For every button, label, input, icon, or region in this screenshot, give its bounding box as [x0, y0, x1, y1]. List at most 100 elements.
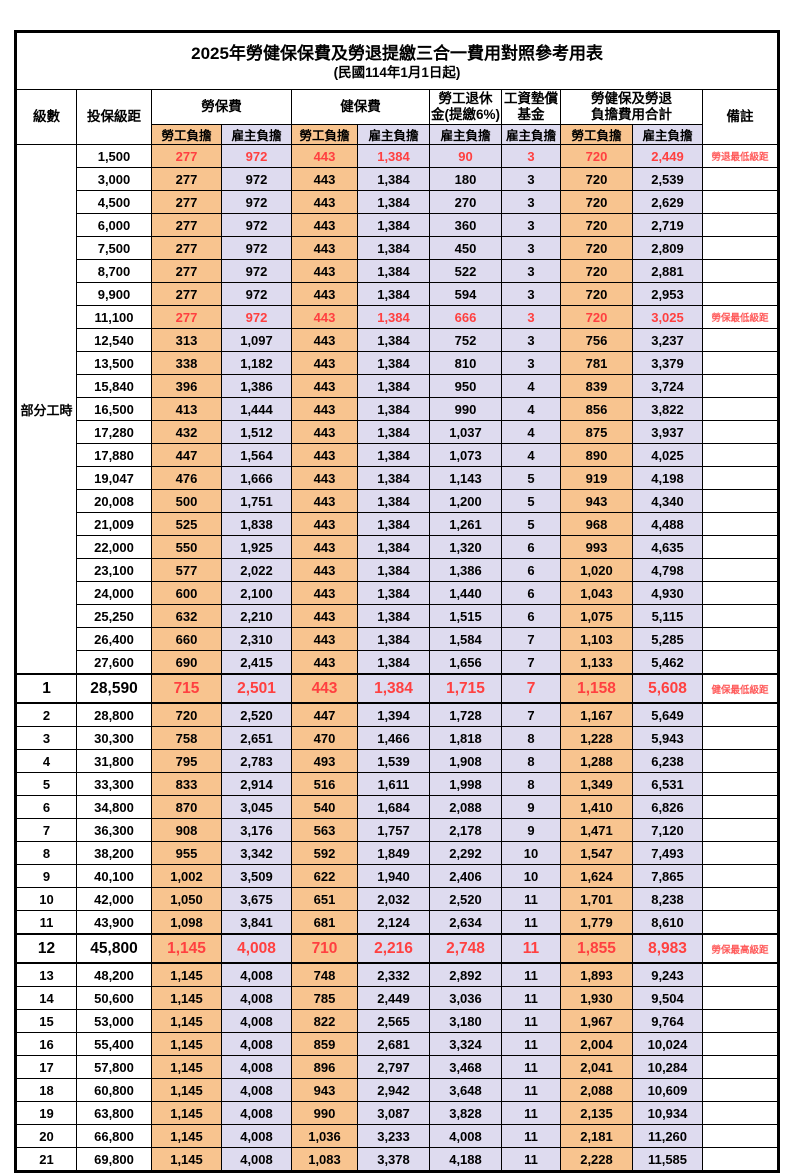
fee-cell: 360	[429, 213, 502, 237]
fee-cell: 2,629	[632, 190, 703, 214]
fee-cell: 968	[560, 512, 633, 536]
fee-cell: 11	[501, 1009, 561, 1033]
fee-cell: 1,410	[560, 795, 633, 819]
fee-cell: 2,004	[560, 1032, 633, 1056]
fee-cell: 443	[291, 374, 358, 398]
fee-cell: 592	[291, 841, 358, 865]
fee-cell: 752	[429, 328, 502, 352]
bracket-cell: 11,100	[76, 305, 152, 329]
subheader-labor-employer: 雇主負擔	[221, 124, 292, 145]
table-row: 5 33,300 833 2,914 516 1,611 1,998 8 1,349 6,531	[15, 772, 780, 796]
bracket-cell: 55,400	[76, 1032, 152, 1056]
fee-cell: 1,444	[221, 397, 292, 421]
fee-cell: 632	[151, 604, 222, 628]
fee-cell: 890	[560, 443, 633, 467]
fee-cell: 1,200	[429, 489, 502, 513]
table-row: 12 45,800 1,145 4,008 710 2,216 2,748 11 1,855 8,…	[15, 933, 780, 964]
fee-cell: 4,488	[632, 512, 703, 536]
fee-cell: 810	[429, 351, 502, 375]
page-subtitle: (民國114年1月1日起)	[333, 65, 461, 81]
fee-cell: 651	[291, 887, 358, 911]
bracket-cell: 66,800	[76, 1124, 152, 1148]
fee-cell: 3,828	[429, 1101, 502, 1125]
bracket-cell: 31,800	[76, 749, 152, 773]
fee-cell: 2,228	[560, 1147, 633, 1172]
fee-cell: 594	[429, 282, 502, 306]
header-bracket: 投保級距	[76, 89, 152, 145]
table-row: 24,000 600 2,100 443 1,384 1,440 6 1,043 4,930	[16, 581, 780, 605]
fee-cell: 1,145	[151, 1055, 222, 1079]
fee-cell: 720	[560, 144, 633, 168]
level-cell: 18	[15, 1078, 77, 1102]
fee-cell: 3,237	[632, 328, 703, 352]
fee-cell: 1,624	[560, 864, 633, 888]
fee-cell: 3	[501, 305, 561, 329]
remark-cell	[701, 489, 780, 513]
bracket-cell: 33,300	[76, 772, 152, 796]
fee-cell: 4,008	[221, 1101, 292, 1125]
table-row: 20 66,800 1,145 4,008 1,036 3,233 4,008 11 2,181…	[15, 1124, 780, 1148]
remark-cell	[701, 420, 780, 444]
bracket-cell: 50,600	[76, 986, 152, 1010]
fee-cell: 443	[291, 535, 358, 559]
fee-cell: 1,384	[357, 144, 430, 168]
remark-cell	[701, 1147, 780, 1172]
fee-cell: 1,145	[151, 1009, 222, 1033]
table-row: 17 57,800 1,145 4,008 896 2,797 3,468 11 2,041 10…	[15, 1055, 780, 1079]
level-cell: 3	[15, 726, 77, 750]
subheader-pension-employer: 雇主負擔	[429, 124, 502, 145]
fee-cell: 4,008	[221, 933, 292, 964]
fee-cell: 443	[291, 512, 358, 536]
fee-cell: 972	[221, 305, 292, 329]
fee-cell: 11	[501, 1124, 561, 1148]
fee-cell: 3,233	[357, 1124, 430, 1148]
table-row: 27,600 690 2,415 443 1,384 1,656 7 1,133 5,462	[16, 650, 780, 675]
fee-cell: 2,406	[429, 864, 502, 888]
remark-cell	[701, 772, 780, 796]
fee-cell: 3,648	[429, 1078, 502, 1102]
bracket-cell: 60,800	[76, 1078, 152, 1102]
fee-cell: 908	[151, 818, 222, 842]
fee-cell: 3	[501, 236, 561, 260]
table-row: 3,000 277 972 443 1,384 180 3 720 2,539	[16, 167, 780, 191]
table-row: 13,500 338 1,182 443 1,384 810 3 781 3,379	[16, 351, 780, 375]
fee-cell: 1,611	[357, 772, 430, 796]
remark-cell	[701, 443, 780, 467]
fee-cell: 277	[151, 259, 222, 283]
bracket-cell: 20,008	[76, 489, 152, 513]
fee-cell: 4,008	[429, 1124, 502, 1148]
fee-cell: 432	[151, 420, 222, 444]
fee-cell: 7	[501, 702, 561, 727]
fee-cell: 3,045	[221, 795, 292, 819]
fee-cell: 476	[151, 466, 222, 490]
table-row: 8,700 277 972 443 1,384 522 3 720 2,881	[16, 259, 780, 283]
fee-cell: 2,210	[221, 604, 292, 628]
fee-cell: 1,145	[151, 1078, 222, 1102]
header-pension-line2: 金(提繳6%)	[430, 107, 500, 122]
fee-cell: 11	[501, 910, 561, 935]
remark-cell	[701, 887, 780, 911]
level-cell: 8	[15, 841, 77, 865]
fee-cell: 1,564	[221, 443, 292, 467]
fee-cell: 715	[151, 673, 222, 704]
bracket-cell: 3,000	[76, 167, 152, 191]
level-cell: 16	[15, 1032, 77, 1056]
fee-cell: 11	[501, 962, 561, 987]
table-row: 19,047 476 1,666 443 1,384 1,143 5 919 4,198	[16, 466, 780, 490]
fee-cell: 3,378	[357, 1147, 430, 1172]
header-health-insurance: 健保費	[291, 89, 430, 125]
fee-cell: 1,145	[151, 1101, 222, 1125]
fee-cell: 822	[291, 1009, 358, 1033]
table-row: 17,880 447 1,564 443 1,384 1,073 4 890 4,025	[16, 443, 780, 467]
fee-cell: 6	[501, 558, 561, 582]
fee-cell: 90	[429, 144, 502, 168]
fee-cell: 3,509	[221, 864, 292, 888]
remark-cell	[701, 604, 780, 628]
fee-cell: 2,539	[632, 167, 703, 191]
fee-cell: 1,384	[357, 374, 430, 398]
fee-cell: 1,855	[560, 933, 633, 964]
fee-cell: 10	[501, 864, 561, 888]
table-row: 26,400 660 2,310 443 1,384 1,584 7 1,103 5,285	[16, 627, 780, 651]
fee-cell: 10,024	[632, 1032, 703, 1056]
fee-cell: 313	[151, 328, 222, 352]
